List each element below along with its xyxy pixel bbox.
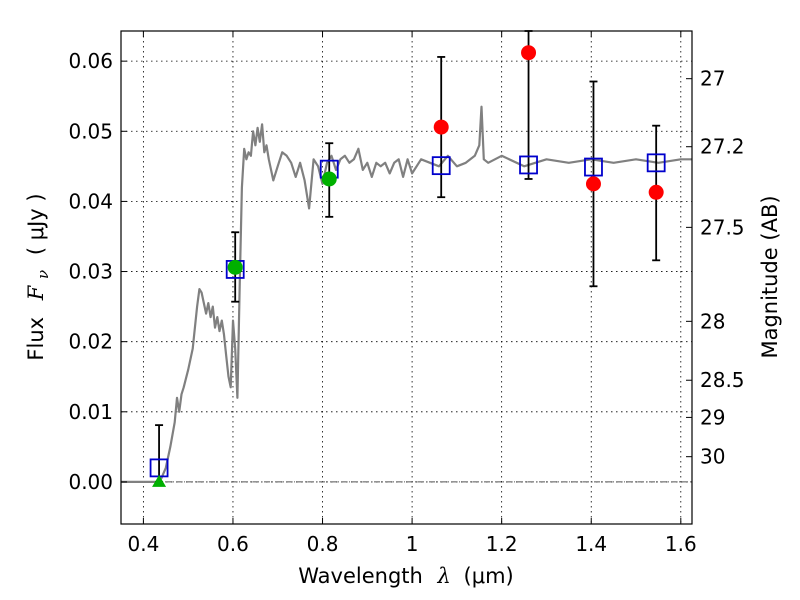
x-axis-label-text: Wavelength xyxy=(298,564,423,588)
fitted-point-triangle xyxy=(152,474,167,487)
y-axis-label: Flux F ν ( μJy ) xyxy=(24,193,53,360)
detection-point xyxy=(433,119,449,135)
y-tick-label: 0.04 xyxy=(68,189,113,213)
magnitude-tick-label: 27.2 xyxy=(700,135,745,159)
error-bars xyxy=(155,30,661,483)
y-tick-label: 0.05 xyxy=(68,119,113,143)
y-tick-label: 0.03 xyxy=(68,260,113,284)
sed-model-curve xyxy=(121,105,692,483)
sed-curve-line xyxy=(121,105,692,483)
detection-point xyxy=(648,184,664,200)
y-axis-label-symbol: F xyxy=(24,284,48,301)
magnitude-tick-label: 27.5 xyxy=(700,215,745,239)
magnitude-tick-label: 28.5 xyxy=(700,368,745,392)
y-axis-label-subscript: ν xyxy=(34,270,52,279)
data-markers xyxy=(149,45,666,487)
fitted-point xyxy=(321,171,337,187)
y-tick-label: 0.00 xyxy=(68,470,113,494)
model-point-square xyxy=(646,153,666,173)
magnitude-tick-label: 29 xyxy=(700,405,725,429)
model-point-square xyxy=(519,155,538,175)
x-axis-label-symbol: λ xyxy=(437,564,451,588)
fitted-point xyxy=(227,259,243,275)
magnitude-tick-label: 27 xyxy=(700,67,725,91)
x-tick-label: 0.8 xyxy=(307,532,339,556)
x-axis-label: Wavelength λ (μm) xyxy=(298,564,513,588)
x-tick-label: 0.6 xyxy=(217,532,249,556)
axes-ticks: 0.4 0.6 0.8 1 1.2 1.4 1.6 0.00 0.01 0.02 0.03 0.04 0… xyxy=(68,31,745,556)
y-tick-label: 0.01 xyxy=(68,400,113,424)
model-point-square xyxy=(584,157,603,177)
magnitude-tick-label: 28 xyxy=(700,309,725,333)
model-point-square xyxy=(431,156,451,176)
detection-point xyxy=(521,45,537,61)
x-tick-label: 0.4 xyxy=(127,532,159,556)
plot-frame xyxy=(120,30,693,525)
detection-point xyxy=(585,176,601,192)
magnitude-tick-label: 30 xyxy=(700,445,725,469)
y-axis-label-unit: ( μJy ) xyxy=(24,193,48,255)
x-axis-label-unit: (μm) xyxy=(464,564,514,588)
x-tick-label: 1 xyxy=(406,532,419,556)
grid-lines xyxy=(121,31,692,524)
y-tick-label: 0.06 xyxy=(68,49,113,73)
y2-axis-label: Magnitude (AB) xyxy=(758,195,782,358)
y-axis-label-text: Flux xyxy=(24,317,48,361)
x-tick-label: 1.6 xyxy=(665,532,697,556)
x-tick-label: 1.4 xyxy=(575,532,607,556)
y-tick-label: 0.02 xyxy=(68,330,113,354)
x-tick-label: 1.2 xyxy=(486,532,518,556)
